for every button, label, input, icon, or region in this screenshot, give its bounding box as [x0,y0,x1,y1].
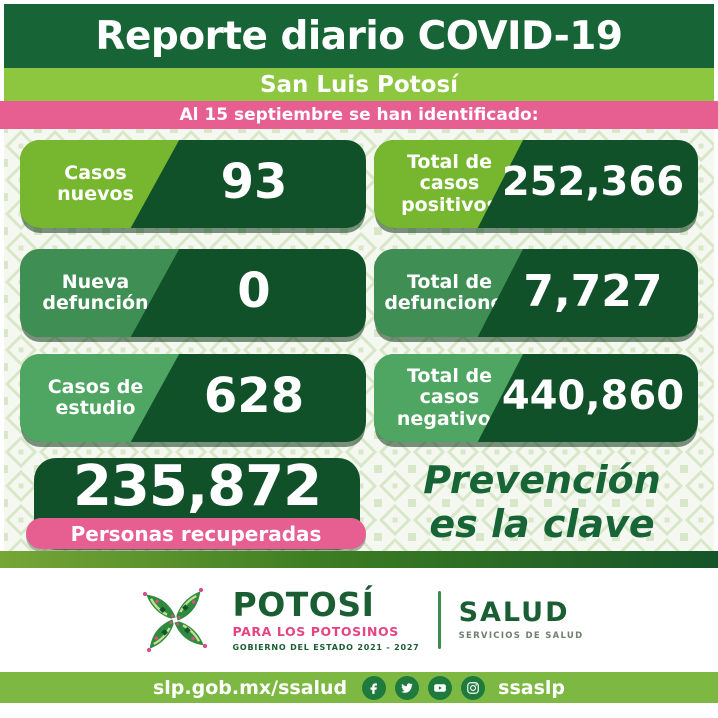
instagram-icon[interactable] [461,675,486,700]
salud-subline: SERVICIOS DE SALUD [458,631,584,641]
logo-divider [437,591,441,649]
stat-card-total-negativos: Total de casos negativos 440,860 [374,354,698,442]
header-band: Reporte diario COVID-19 [4,4,714,68]
twitter-icon[interactable] [395,675,420,700]
recovered-label: Personas recuperadas [70,521,322,546]
salud-name: SALUD [458,597,570,628]
stat-label: Casos nuevos [57,161,134,205]
social-handle[interactable]: ssaslp [498,676,566,699]
recovered-label-pill: Personas recuperadas [26,518,366,549]
website-url[interactable]: slp.gob.mx/ssalud [152,676,348,699]
youtube-icon[interactable] [428,675,453,700]
salud-wordmark: SALUD SERVICIOS DE SALUD [459,599,584,641]
facebook-icon[interactable] [362,675,387,700]
stat-label: Nueva defunción [42,270,149,314]
stats-area: Casos nuevos 93 Total de casos positivos… [4,129,714,551]
stat-card-casos-nuevos: Casos nuevos 93 [20,140,366,228]
stat-value: 93 [220,154,288,210]
stat-label: Casos de estudio [47,375,144,419]
stat-value: 0 [237,263,271,319]
recovered-value: 235,872 [72,454,322,519]
potosi-emblem-icon [141,586,208,654]
stat-value: 440,860 [501,373,685,419]
stat-value: 7,727 [523,265,663,317]
stat-value: 628 [203,368,305,424]
potosi-subline: GOBIERNO DEL ESTADO 2021 - 2027 [232,643,420,652]
prevention-line1: Prevención [423,458,661,502]
report-title: Reporte diario COVID-19 [95,13,623,59]
stat-label-area: Total de casos positivos [374,140,524,228]
bottom-bar: slp.gob.mx/ssalud ssaslp [0,672,718,703]
prevention-line2: es la clave [429,501,655,546]
stat-value: 252,366 [501,159,685,205]
potosi-wordmark: POTOSÍ PARA LOS POTOSINOS GOBIERNO DEL E… [233,588,420,652]
prevention-message: Prevención es la clave [380,458,704,546]
date-banner-text: Al 15 septiembre se han identificado: [179,105,539,125]
potosi-tagline: PARA LOS POTOSINOS [232,624,399,639]
date-banner: Al 15 septiembre se han identificado: [0,101,718,129]
stat-label: Total de casos positivos [401,151,498,216]
stat-card-nueva-defuncion: Nueva defunción 0 [20,249,366,337]
stat-card-casos-estudio: Casos de estudio 628 [20,354,366,442]
divider-strip [0,551,718,568]
subheader-band: San Luis Potosí [4,68,714,101]
footer-logos: POTOSÍ PARA LOS POTOSINOS GOBIERNO DEL E… [4,568,714,672]
potosi-name: POTOSÍ [232,585,375,624]
state-name: San Luis Potosí [259,71,459,98]
stat-card-total-defunciones: Total de defunciones 7,727 [374,249,698,337]
stat-label: Total de casos negativos [396,365,503,430]
stat-card-total-positivos: Total de casos positivos 252,366 [374,140,698,228]
stat-label: Total de defunciones [384,270,515,314]
recovered-card: 235,872 Personas recuperadas [26,454,366,549]
